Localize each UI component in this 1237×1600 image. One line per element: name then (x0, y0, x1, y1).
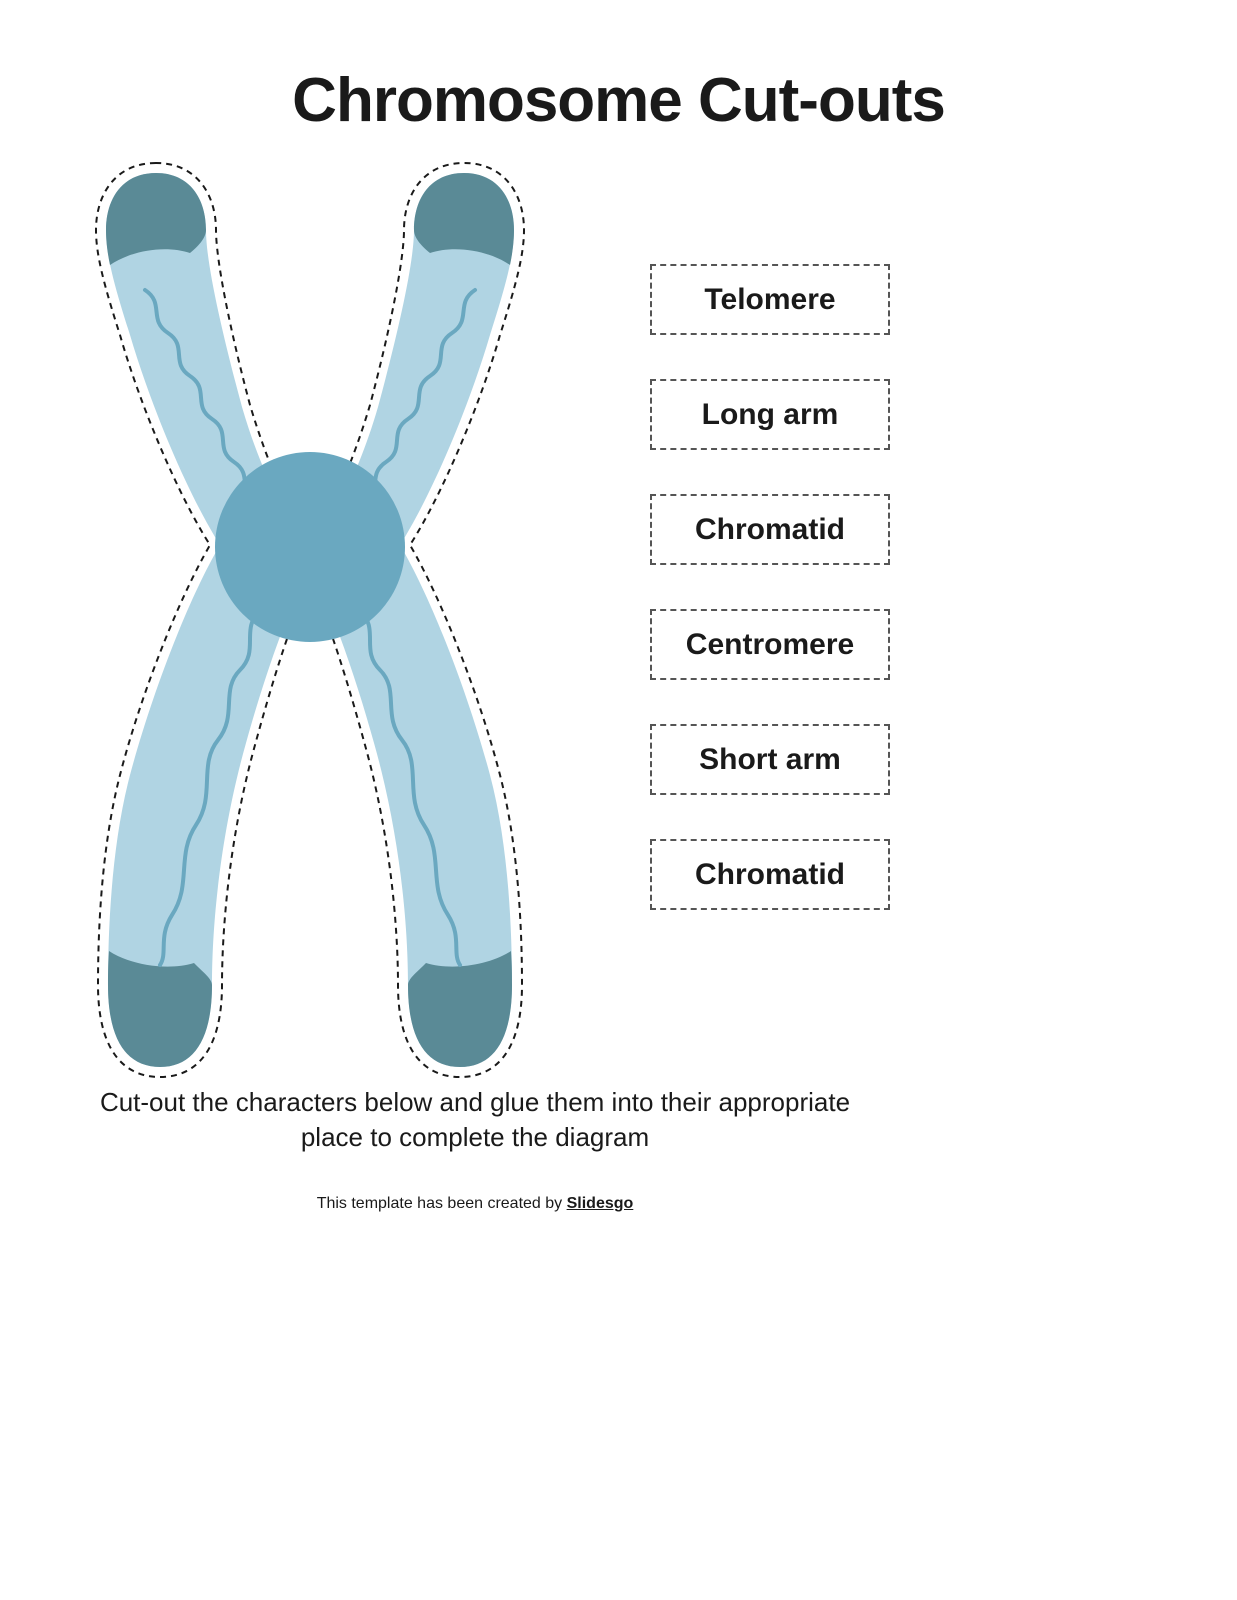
instructions-text: Cut-out the characters below and glue th… (90, 1085, 860, 1155)
page-title: Chromosome Cut-outs (0, 65, 1237, 136)
chromosome-svg (90, 155, 530, 1085)
label-box-centromere: Centromere (650, 609, 890, 680)
telomere-bottom-left (108, 951, 212, 1067)
telomere-bottom-right (408, 951, 512, 1067)
centromere (215, 452, 405, 642)
labels-column: Telomere Long arm Chromatid Centromere S… (650, 264, 890, 910)
label-box-chromatid-1: Chromatid (650, 494, 890, 565)
chromosome-diagram (90, 155, 530, 1085)
label-box-chromatid-2: Chromatid (650, 839, 890, 910)
footer-link[interactable]: Slidesgo (567, 1195, 634, 1212)
label-box-short-arm: Short arm (650, 724, 890, 795)
label-box-telomere: Telomere (650, 264, 890, 335)
footer-credit: This template has been created by Slides… (0, 1195, 950, 1213)
footer-prefix: This template has been created by (317, 1195, 567, 1212)
label-box-long-arm: Long arm (650, 379, 890, 450)
